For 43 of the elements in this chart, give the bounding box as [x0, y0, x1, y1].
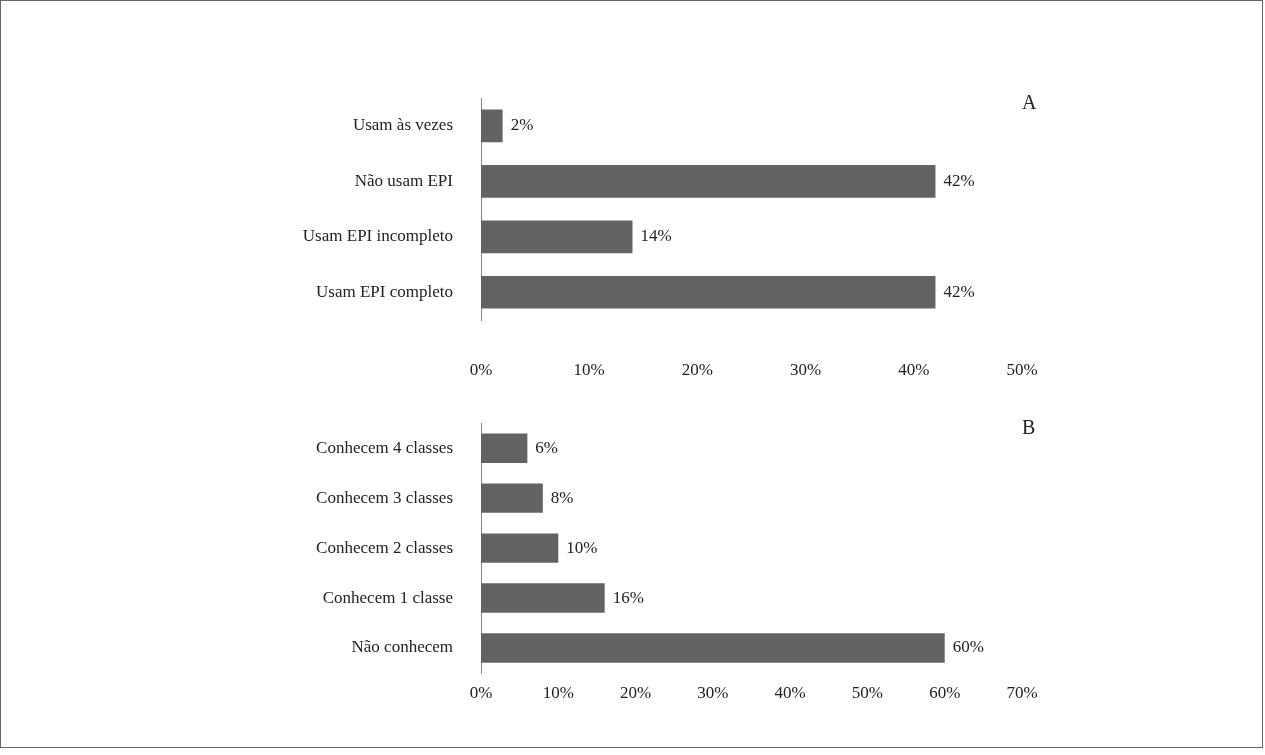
x-tick-label: 50% [1006, 359, 1038, 379]
bar [481, 633, 945, 663]
y-tick-label: Usam às vezes [352, 115, 453, 135]
bar [481, 109, 503, 143]
data-label: 8% [550, 487, 574, 507]
data-label: 60% [952, 637, 984, 657]
x-tick-label: 30% [790, 359, 822, 379]
data-label: 42% [943, 170, 975, 190]
x-tick-label: 40% [898, 359, 930, 379]
y-tick-label: Usam EPI completo [316, 281, 453, 301]
y-tick-label: Usam EPI incompleto [302, 226, 453, 246]
bar [481, 483, 543, 513]
bar [481, 533, 559, 563]
x-tick-label: 30% [697, 682, 729, 702]
x-tick-label: 20% [681, 359, 713, 379]
bar [481, 220, 633, 254]
data-label: 2% [510, 115, 534, 135]
bar [481, 165, 936, 198]
y-tick-label: Conhecem 1 classe [322, 587, 453, 607]
x-tick-label: 10% [573, 359, 605, 379]
y-tick-label: Conhecem 3 classes [316, 487, 453, 507]
x-tick-label: 0% [469, 682, 493, 702]
x-tick-label: 10% [542, 682, 574, 702]
x-tick-label: 60% [929, 682, 961, 702]
data-label: 10% [566, 537, 598, 557]
data-label: 14% [640, 226, 672, 246]
bar [481, 583, 605, 613]
bar [481, 275, 936, 309]
data-label: 6% [535, 437, 559, 457]
x-tick-label: 70% [1006, 682, 1038, 702]
data-label: 42% [943, 281, 975, 301]
bar [481, 433, 528, 463]
y-tick-label: Conhecem 4 classes [316, 437, 453, 457]
x-tick-label: 50% [851, 682, 884, 702]
x-tick-label: 40% [774, 682, 806, 702]
data-label: 16% [612, 587, 644, 607]
x-tick-label: 0% [469, 359, 493, 379]
y-tick-label: Não usam EPI [354, 170, 454, 190]
chart-title: B [1022, 416, 1036, 439]
y-tick-label: Não conhecem [351, 637, 453, 657]
x-tick-label: 20% [619, 682, 652, 702]
y-tick-label: Conhecem 2 classes [316, 537, 453, 557]
chart-title: A [1022, 91, 1037, 114]
